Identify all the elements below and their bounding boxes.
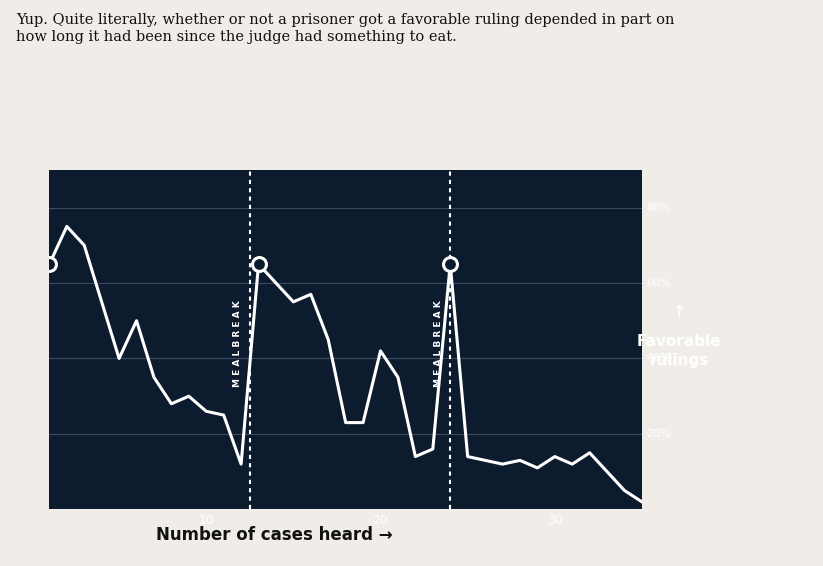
Text: M E A L B R E A K: M E A L B R E A K bbox=[233, 300, 242, 387]
Text: 20%: 20% bbox=[646, 429, 671, 439]
Text: Yup. Quite literally, whether or not a prisoner got a favorable ruling depended : Yup. Quite literally, whether or not a p… bbox=[16, 13, 675, 44]
Text: ↑: ↑ bbox=[672, 304, 686, 322]
Text: Favorable
rulings: Favorable rulings bbox=[637, 333, 721, 368]
Text: 40%: 40% bbox=[646, 353, 671, 363]
Text: Number of cases heard →: Number of cases heard → bbox=[156, 526, 393, 544]
Text: 60%: 60% bbox=[646, 278, 671, 288]
Text: M E A L B R E A K: M E A L B R E A K bbox=[434, 300, 443, 387]
Text: 80%: 80% bbox=[646, 203, 671, 213]
